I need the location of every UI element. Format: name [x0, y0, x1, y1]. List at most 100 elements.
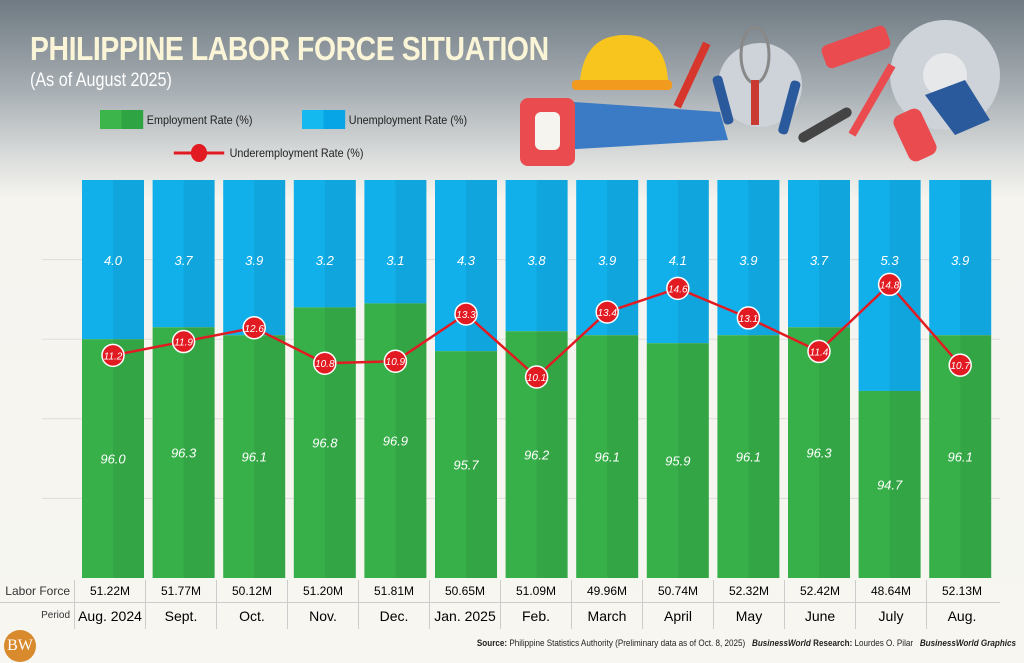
labor-force-cell: 51.20M [287, 580, 358, 602]
unemployment-label: 4.1 [669, 253, 687, 268]
underemployment-label: 12.6 [244, 324, 264, 335]
employment-label: 96.8 [312, 436, 338, 451]
research-brand: BusinessWorld [751, 638, 811, 648]
underemployment-point [383, 349, 408, 373]
employment-label: 96.9 [383, 434, 408, 449]
businessworld-logo: BW [4, 630, 36, 662]
employment-label: 96.3 [171, 446, 197, 461]
labor-force-cell: 51.77M [145, 580, 216, 602]
employment-label: 96.3 [806, 446, 832, 461]
legend-label: Employment Rate (%) [146, 112, 253, 127]
underemployment-point [524, 365, 549, 389]
graphics-brand: BusinessWorld [919, 638, 979, 648]
employment-bar [717, 335, 780, 578]
underemployment-point [877, 272, 902, 297]
employment-bar [858, 390, 921, 578]
underemployment-point [313, 351, 337, 375]
labor-force-cell: 51.22M [74, 580, 145, 602]
employment-label: 95.7 [453, 458, 479, 473]
legend-label: Underemployment Rate (%) [229, 146, 364, 160]
unemployment-bar [223, 180, 286, 336]
labor-force-cell: 52.42M [784, 580, 855, 602]
underemployment-label: 10.9 [386, 357, 406, 368]
employment-bar [435, 351, 497, 578]
bar-shade [183, 180, 215, 578]
pencil-icon [848, 63, 896, 137]
labor-force-row: Labor Force 51.22M 51.77M 50.12M 51.20M 51.8… [0, 580, 1000, 603]
period-cell: April [642, 603, 713, 629]
source-label: Source: [476, 638, 508, 648]
data-table: Labor Force 51.22M 51.77M 50.12M 51.20M 51.8… [0, 580, 1000, 629]
labor-force-cell: 51.09M [500, 580, 571, 602]
row-label: Period [41, 610, 70, 621]
underemployment-label: 13.1 [739, 314, 758, 325]
bar-shade [677, 180, 709, 578]
employment-bar [82, 339, 144, 578]
unemployment-label: 3.7 [810, 253, 829, 268]
underemployment-point [736, 306, 761, 330]
underemployment-point [666, 276, 690, 301]
bar-shade [113, 180, 144, 578]
unemployment-label: 4.3 [457, 253, 476, 268]
underemployment-label: 10.8 [315, 359, 335, 370]
tools-illustration [520, 20, 1000, 166]
paint-brush-icon [925, 80, 990, 135]
screwdriver-icon [712, 75, 734, 125]
employment-label: 95.9 [665, 454, 690, 469]
bar-shade [254, 180, 286, 578]
source-note: Source: Philippine Statistics Authority … [477, 638, 1016, 648]
underemployment-label: 11.4 [810, 347, 829, 358]
legend-line-marker-icon [173, 144, 225, 162]
unemployment-bar [293, 180, 356, 308]
employment-bar [223, 335, 286, 578]
unemployment-label: 3.7 [175, 253, 194, 268]
unemployment-label: 3.2 [316, 253, 335, 268]
legend-unemployment: Unemployment Rate (%) [302, 110, 467, 129]
unemployment-label: 3.1 [386, 253, 404, 268]
employment-label: 94.7 [877, 477, 903, 492]
employment-bar [576, 335, 639, 578]
labor-force-cell: 50.65M [429, 580, 500, 602]
legend-employment: Employment Rate (%) [100, 110, 252, 129]
unemployment-label: 5.3 [881, 253, 900, 268]
unemployment-label: 3.9 [739, 253, 757, 268]
legend-label: Unemployment Rate (%) [348, 112, 468, 127]
labor-force-cell: 51.81M [358, 580, 429, 602]
period-cell: Aug. 2024 [74, 603, 145, 629]
underemployment-label: 13.3 [456, 310, 476, 321]
bar-shade [324, 180, 356, 578]
period-cell: Nov. [287, 603, 358, 629]
employment-bar [364, 303, 427, 578]
period-cell: Feb. [500, 603, 571, 629]
labor-force-cell: 49.96M [571, 580, 642, 602]
underemployment-label: 13.4 [597, 308, 617, 319]
underemployment-label: 10.1 [527, 373, 546, 384]
underemployment-label: 11.2 [104, 351, 123, 362]
period-cell: Oct. [216, 603, 287, 629]
employment-label: 96.1 [736, 450, 761, 465]
saw-icon [545, 100, 728, 150]
bar-shade [607, 180, 639, 578]
bar-shade [466, 180, 497, 578]
legend-swatch-unemployment [302, 110, 346, 129]
employment-label: 96.1 [595, 450, 620, 465]
unemployment-bar [505, 180, 568, 332]
underemployment-label: 10.7 [950, 361, 970, 372]
period-cell: Aug. [926, 603, 997, 629]
underemployment-point [948, 353, 972, 377]
employment-label: 96.1 [948, 450, 973, 465]
bar-shade [819, 180, 850, 578]
underemployment-label: 14.6 [668, 284, 688, 295]
period-cell: Dec. [358, 603, 429, 629]
employment-bar [788, 327, 850, 578]
employment-label: 96.1 [242, 450, 267, 465]
page-subtitle: (As of August 2025) [30, 70, 172, 91]
underemployment-point [242, 316, 266, 340]
paint-roller-icon [821, 25, 891, 69]
unemployment-bar [929, 180, 992, 336]
employment-label: 96.0 [100, 452, 126, 467]
unemployment-bar [788, 180, 850, 328]
underemployment-point [101, 343, 125, 368]
period-cell: Jan. 2025 [429, 603, 500, 629]
bar-shade [889, 180, 921, 578]
